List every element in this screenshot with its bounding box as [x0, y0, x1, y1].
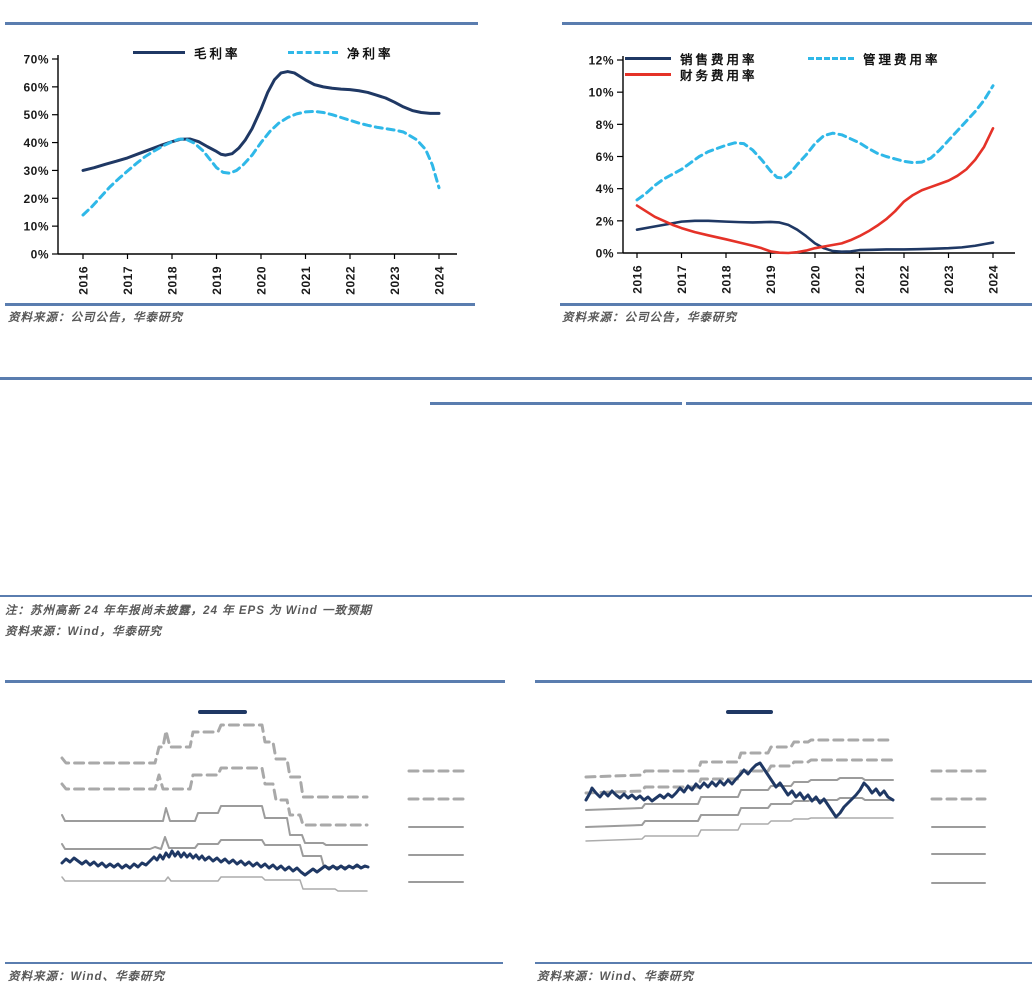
source-note: 资料来源：公司公告，华泰研究 [8, 312, 183, 324]
admin-expense-label: 管理费用率 [863, 52, 941, 67]
svg-text:2017: 2017 [675, 265, 689, 294]
svg-text:2017: 2017 [121, 266, 135, 295]
svg-text:30%: 30% [23, 164, 49, 178]
svg-text:2019: 2019 [210, 266, 224, 295]
svg-text:8%: 8% [596, 118, 614, 132]
svg-text:10%: 10% [23, 220, 49, 234]
svg-text:2020: 2020 [809, 265, 823, 294]
sales-expense-line-sample [625, 56, 671, 60]
finance-expense-label: 财务费用率 [680, 68, 758, 83]
svg-text:2022: 2022 [898, 265, 912, 294]
source-note: 资料来源：Wind，华泰研究 [5, 626, 162, 638]
chart3-bottom-rule [5, 962, 503, 964]
svg-text:20%: 20% [23, 192, 49, 206]
svg-text:2024: 2024 [433, 266, 447, 295]
chart1-bottom-rule [5, 303, 475, 306]
gross-margin-label: 毛利率 [194, 46, 241, 61]
svg-text:2016: 2016 [77, 266, 91, 295]
svg-text:0%: 0% [31, 248, 49, 262]
chart3-top-rule [5, 680, 505, 683]
chart2-top-rule [562, 22, 1032, 25]
valuation-band-plot-right [584, 710, 987, 884]
source-note: 资料来源：公司公告，华泰研究 [562, 312, 737, 324]
svg-text:2023: 2023 [388, 266, 402, 295]
legend-admin-expense: 管理费用率 [808, 51, 941, 67]
svg-text:2018: 2018 [720, 265, 734, 294]
expense-ratio-plot: 12% 10% 8% 6% 4% 2% 0% 2016 2017 2018 2019 2020 2021… [588, 54, 1015, 294]
source-note: 资料来源：Wind、华泰研究 [537, 971, 694, 983]
svg-text:2018: 2018 [166, 266, 180, 295]
legend-finance-expense: 财务费用率 [625, 67, 758, 83]
chart4-top-rule [535, 680, 1032, 683]
svg-text:10%: 10% [588, 86, 614, 100]
table-bottom-rule [0, 595, 1032, 597]
admin-expense-line-sample [808, 56, 854, 60]
net-margin-line-sample [288, 50, 338, 54]
svg-text:50%: 50% [23, 108, 49, 122]
net-margin-label: 净利率 [347, 46, 394, 61]
svg-text:12%: 12% [588, 54, 614, 68]
table-header-rule-right [686, 402, 1032, 405]
table-top-rule [0, 377, 1032, 380]
gross-margin-line-sample [133, 50, 185, 54]
valuation-band-plot-left [60, 710, 465, 892]
chart2-bottom-rule [560, 303, 1032, 306]
svg-text:60%: 60% [23, 80, 49, 94]
chart4-bottom-rule [535, 962, 1032, 964]
svg-text:70%: 70% [23, 53, 49, 67]
svg-text:2021: 2021 [853, 265, 867, 294]
svg-text:6%: 6% [596, 150, 614, 164]
source-note: 资料来源：Wind、华泰研究 [8, 971, 165, 983]
legend-sales-expense: 销售费用率 [625, 51, 758, 67]
gross-net-margin-plot: 70% 60% 50% 40% 30% 20% 10% 0% 2016 2017 2018 2019 2… [23, 53, 457, 295]
svg-text:2016: 2016 [631, 265, 645, 294]
svg-text:2024: 2024 [987, 265, 1001, 294]
table-header-rule-left [430, 402, 682, 405]
svg-text:2023: 2023 [942, 265, 956, 294]
svg-text:2021: 2021 [299, 266, 313, 295]
svg-text:40%: 40% [23, 136, 49, 150]
table-note: 注：苏州高新 24 年年报尚未披露，24 年 EPS 为 Wind 一致预期 [5, 605, 372, 617]
svg-text:2020: 2020 [255, 266, 269, 295]
svg-text:2022: 2022 [344, 266, 358, 295]
svg-text:4%: 4% [596, 182, 614, 196]
legend-gross-margin: 毛利率 [133, 45, 241, 61]
legend-net-margin: 净利率 [288, 45, 394, 61]
chart1-top-rule [5, 22, 478, 25]
svg-text:2019: 2019 [764, 265, 778, 294]
svg-text:2%: 2% [596, 214, 614, 228]
finance-expense-line-sample [625, 72, 671, 76]
svg-text:0%: 0% [596, 247, 614, 261]
sales-expense-label: 销售费用率 [680, 52, 758, 67]
